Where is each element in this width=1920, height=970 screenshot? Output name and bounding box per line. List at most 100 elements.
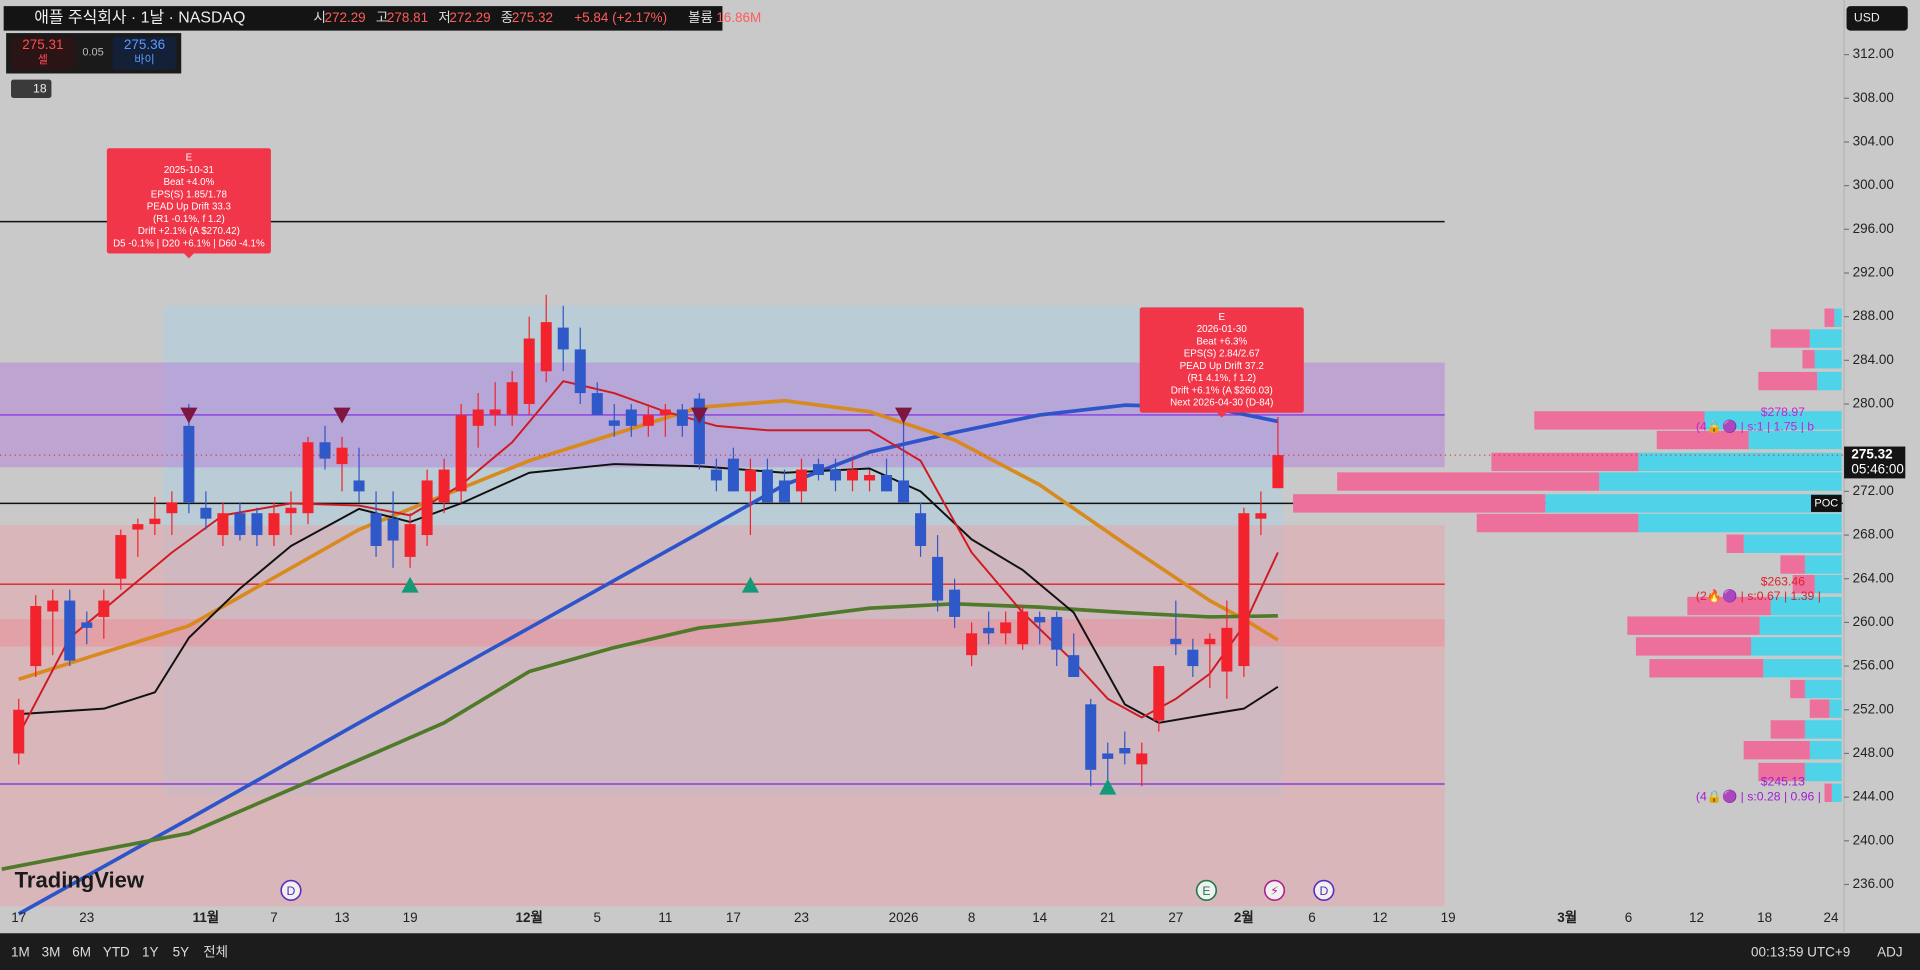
candle-body bbox=[115, 535, 127, 579]
volume-buy bbox=[1814, 350, 1842, 369]
x-tick-label: 11 bbox=[658, 910, 672, 925]
x-tick-label: 21 bbox=[1100, 910, 1115, 925]
moving-average bbox=[18, 398, 1279, 681]
y-tick-label: 244.00 bbox=[1853, 789, 1894, 804]
candle-body bbox=[47, 600, 59, 612]
event-marker[interactable] bbox=[1195, 879, 1218, 901]
x-tick-label: 11월 bbox=[193, 909, 220, 925]
ohlc-value: 278.81 bbox=[387, 10, 428, 25]
volume-sell bbox=[1476, 513, 1639, 533]
y-tick-label: 288.00 bbox=[1853, 308, 1894, 323]
candle-body bbox=[421, 480, 433, 536]
price-note: $263.46 bbox=[1761, 574, 1805, 588]
earnings-text: Next 2026-04-30 (D-84) bbox=[1170, 398, 1273, 409]
earnings-text: E bbox=[1218, 312, 1225, 323]
candle-body bbox=[455, 414, 467, 492]
ask-price: 275.36 bbox=[124, 37, 165, 52]
earnings-text: (R1 -0.1%, f 1.2) bbox=[153, 214, 225, 225]
y-tick-label: 248.00 bbox=[1853, 745, 1894, 760]
volume-label: 볼륨 bbox=[688, 10, 713, 25]
candle-body bbox=[1017, 611, 1029, 645]
candle-body bbox=[489, 409, 501, 415]
x-tick-label: 23 bbox=[79, 910, 94, 925]
volume-buy bbox=[1834, 308, 1842, 327]
price-note-detail: (4🔒🟣 | s:0.28 | 0.96 | bbox=[1696, 788, 1821, 803]
y-tick-label: 296.00 bbox=[1853, 221, 1894, 236]
volume-buy bbox=[1763, 659, 1842, 678]
symbol-title[interactable]: 애플 주식회사 · 1날 · NASDAQ bbox=[34, 9, 245, 27]
volume-sell bbox=[1824, 783, 1832, 802]
volume-sell bbox=[1770, 720, 1805, 739]
y-tick-label: 236.00 bbox=[1853, 876, 1894, 891]
bid-button[interactable] bbox=[11, 36, 75, 70]
price-zone bbox=[0, 619, 1445, 647]
candle-body bbox=[642, 414, 654, 426]
price-note-detail: (4🔒🟣 | s:1 | 1.75 | b bbox=[1696, 419, 1814, 434]
volume-sell bbox=[1743, 740, 1810, 760]
candle-body bbox=[404, 524, 416, 557]
y-tick-label: 308.00 bbox=[1853, 90, 1894, 105]
volume-sell bbox=[1635, 637, 1752, 656]
volume-buy bbox=[1545, 494, 1842, 513]
volume-buy bbox=[1748, 430, 1842, 450]
event-marker[interactable] bbox=[1313, 879, 1335, 901]
x-tick-label: 24 bbox=[1823, 910, 1838, 925]
volume-sell bbox=[1337, 472, 1600, 491]
candle-body bbox=[932, 556, 944, 601]
range-button[interactable]: 1Y bbox=[142, 944, 158, 959]
candle-body bbox=[1187, 649, 1199, 667]
y-tick-label: 304.00 bbox=[1853, 134, 1894, 149]
volume-sell bbox=[1758, 762, 1805, 782]
x-tick-label: 2026 bbox=[889, 910, 919, 925]
earnings-text: EPS(S) 2.84/2.67 bbox=[1184, 349, 1260, 360]
x-tick-label: 12 bbox=[1689, 910, 1704, 925]
candle-body bbox=[710, 469, 722, 481]
ask-button[interactable] bbox=[112, 36, 177, 70]
y-tick-label: 264.00 bbox=[1853, 570, 1894, 585]
candle-body bbox=[1170, 638, 1182, 645]
ohlc-label: 시 bbox=[313, 10, 325, 25]
volume-sell bbox=[1809, 699, 1830, 718]
volume-buy bbox=[1829, 699, 1842, 718]
signal-down bbox=[894, 407, 913, 424]
volume-buy bbox=[1814, 575, 1842, 594]
candle-body bbox=[1051, 616, 1063, 650]
price-zone bbox=[163, 305, 1284, 797]
currency-button[interactable] bbox=[1846, 6, 1908, 31]
volume-sell bbox=[1824, 308, 1835, 327]
earnings-text: PEAD Up Drift 33.3 bbox=[147, 202, 232, 213]
candle-body bbox=[1153, 666, 1165, 721]
candle-body bbox=[166, 502, 178, 514]
indicator-toggle[interactable] bbox=[11, 79, 52, 98]
earnings-text: Beat +6.3% bbox=[1196, 336, 1247, 347]
candle-body bbox=[608, 420, 620, 426]
range-button[interactable]: 3M bbox=[42, 944, 61, 959]
range-button[interactable]: 전체 bbox=[203, 944, 228, 959]
bid-price: 275.31 bbox=[22, 37, 63, 52]
candle-body bbox=[864, 474, 876, 481]
event-marker[interactable] bbox=[1263, 879, 1286, 901]
volume-buy bbox=[1804, 555, 1842, 574]
y-tick-label: 272.00 bbox=[1853, 483, 1894, 498]
x-tick-label: 27 bbox=[1168, 910, 1183, 925]
price-note: $245.13 bbox=[1761, 775, 1805, 789]
event-marker[interactable] bbox=[280, 879, 302, 901]
y-tick-label: 284.00 bbox=[1853, 352, 1894, 367]
range-button[interactable]: 6M bbox=[72, 944, 91, 959]
candle-body bbox=[472, 409, 484, 426]
range-button[interactable]: 5Y bbox=[173, 944, 189, 959]
y-tick-label: 256.00 bbox=[1853, 658, 1894, 673]
candle-body bbox=[983, 627, 995, 634]
earnings-text: 2026-01-30 bbox=[1197, 324, 1248, 335]
adj-button[interactable]: ADJ bbox=[1877, 944, 1902, 959]
volume-sell bbox=[1758, 371, 1818, 391]
range-button[interactable]: YTD bbox=[103, 944, 130, 959]
volume-value: 16.86M bbox=[716, 10, 761, 25]
range-button[interactable]: 1M bbox=[11, 944, 30, 959]
candle-body bbox=[659, 409, 671, 415]
earnings-text: Beat +4.0% bbox=[163, 177, 214, 188]
x-tick-label: 6 bbox=[1625, 910, 1632, 925]
volume-sell bbox=[1770, 329, 1810, 348]
candle-body bbox=[949, 589, 961, 617]
ask-label: 바이 bbox=[134, 53, 154, 66]
